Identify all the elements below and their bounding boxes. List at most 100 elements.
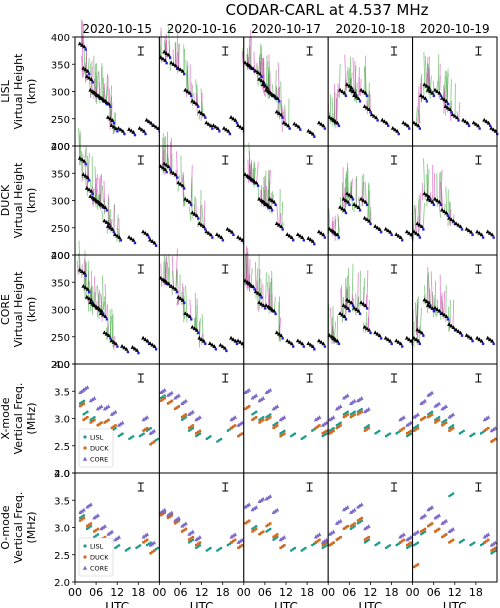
o-mode-point [369, 111, 372, 114]
lisl-point [209, 435, 212, 438]
duck-point [85, 524, 89, 528]
x-mode-point [176, 294, 181, 299]
x-mode-point [87, 296, 92, 301]
error-bar [391, 155, 398, 165]
panel [411, 254, 498, 367]
error-bar [391, 482, 398, 492]
lisl-point [93, 416, 96, 419]
x-mode-point [229, 335, 234, 340]
x-mode-point [130, 345, 135, 349]
x-mode-point [331, 117, 336, 122]
trace-streak [271, 84, 274, 93]
x-mode-point [111, 124, 116, 129]
o-mode-point [235, 342, 239, 346]
trace-streak [432, 80, 435, 97]
x-mode-point [306, 236, 311, 240]
x-mode-point [80, 269, 85, 273]
x-mode-point [185, 312, 190, 317]
panel [158, 472, 245, 585]
x-mode-point [437, 308, 442, 313]
x-mode-point [122, 345, 127, 350]
x-mode-point [218, 342, 223, 347]
duck-point [449, 539, 453, 543]
x-mode-point [194, 101, 199, 106]
trace-streak [268, 274, 271, 309]
o-mode-point [439, 203, 443, 207]
x-mode-point [139, 127, 144, 132]
x-mode-point [88, 87, 93, 92]
duck-point [437, 418, 441, 422]
x-mode-point [190, 324, 195, 329]
duck-point [281, 545, 284, 548]
x-tick-label: 00 [152, 586, 166, 599]
x-mode-point [260, 199, 265, 204]
o-mode-point [337, 236, 341, 239]
x-mode-point [416, 123, 421, 128]
o-mode-point [228, 132, 232, 136]
x-mode-point [208, 232, 213, 237]
duck-point [238, 545, 242, 548]
core-point [120, 420, 125, 425]
o-mode-point [337, 124, 341, 128]
duck-point [168, 400, 172, 404]
core-point [433, 515, 438, 520]
x-mode-point [102, 218, 107, 223]
row-xmode-freq: X-modeVertical Freq.(MHz) 2.0 2.5 3.0 3.5 4.0… [0, 360, 498, 480]
x-mode-point [487, 337, 492, 342]
x-mode-point [248, 282, 253, 287]
x-mode-point [316, 229, 321, 234]
core-point [238, 421, 243, 426]
trace-streak [256, 280, 259, 310]
y-tick-label: 350 [51, 60, 70, 71]
x-mode-point [131, 237, 136, 242]
x-mode-point [194, 327, 199, 332]
x-mode-point [169, 60, 174, 65]
lisl-point [163, 394, 167, 397]
o-mode-point [165, 282, 168, 286]
x-mode-point [116, 125, 121, 130]
x-mode-point [163, 58, 168, 62]
o-mode-point [323, 127, 327, 130]
duck-point [346, 413, 349, 416]
duck-point [180, 530, 184, 533]
core-point [194, 537, 199, 542]
lisl-point [254, 410, 258, 414]
x-mode-point [83, 173, 88, 178]
x-mode-point [421, 94, 426, 99]
core-point [493, 540, 498, 545]
x-mode-point [464, 226, 469, 231]
x-mode-point [118, 127, 123, 132]
core-point [401, 415, 406, 419]
x-mode-point [173, 172, 178, 177]
lisl-point [430, 410, 434, 414]
core-point [101, 525, 106, 530]
core-point [278, 417, 283, 422]
trace-streak [429, 75, 432, 91]
duck-point [402, 538, 406, 542]
core-point [268, 387, 273, 392]
x-mode-point [151, 123, 156, 128]
duck-point [414, 428, 418, 431]
x-mode-point [352, 202, 357, 207]
core-point [484, 533, 489, 538]
core-point [236, 422, 241, 427]
core-point [313, 417, 318, 422]
duck-point [145, 426, 149, 430]
o-mode-point [460, 228, 464, 231]
x-mode-point [485, 335, 490, 340]
duck-point [161, 398, 165, 401]
lisl-point [346, 410, 349, 414]
panel-background [243, 146, 329, 255]
x-mode-point [197, 221, 202, 226]
o-mode-point [88, 72, 91, 76]
o-mode-point [358, 312, 362, 316]
core-point [104, 405, 109, 410]
trace-streak [358, 196, 361, 207]
duck-point [166, 402, 170, 405]
o-mode-point [334, 339, 337, 343]
x-mode-point [81, 172, 86, 177]
x-mode-point [428, 198, 433, 203]
core-point [398, 534, 403, 539]
duck-point [316, 425, 319, 428]
x-mode-point [279, 112, 284, 117]
